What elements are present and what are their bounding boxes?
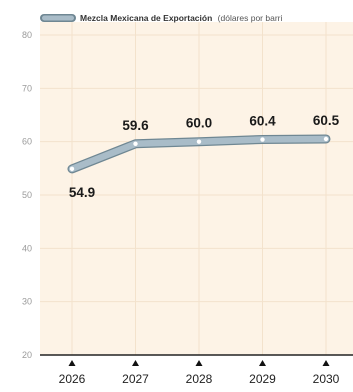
data-point (260, 137, 265, 142)
legend-label: Mezcla Mexicana de Exportación (dólares … (80, 13, 282, 23)
legend: Mezcla Mexicana de Exportación (dólares … (40, 13, 282, 23)
data-point (323, 136, 329, 142)
x-tick-label: 2026 (59, 372, 86, 386)
data-label: 59.6 (122, 118, 149, 133)
x-tick-label: 2028 (186, 372, 213, 386)
x-tick-label: 2027 (122, 372, 149, 386)
data-point (69, 166, 75, 172)
x-tick-label: 2029 (249, 372, 276, 386)
plot-background (40, 22, 353, 355)
x-tick-arrow-icon (68, 360, 76, 366)
x-tick-arrow-icon (259, 360, 266, 366)
data-point (133, 141, 138, 146)
data-label: 60.4 (249, 114, 276, 129)
y-tick-label: 70 (22, 83, 32, 93)
y-tick-label: 40 (22, 243, 32, 253)
legend-swatch-core (42, 15, 74, 21)
y-tick-label: 20 (22, 350, 32, 360)
legend-unit-note: (dólares por barri (218, 13, 283, 23)
gridlines (40, 22, 353, 355)
data-label: 60.0 (186, 116, 212, 131)
x-tick-label: 2030 (313, 372, 340, 386)
data-label: 60.5 (313, 113, 340, 128)
x-tick-arrow-icon (322, 360, 330, 366)
x-axis-ticks: 2026 2027 2028 2029 2030 (59, 360, 340, 386)
data-point (196, 139, 202, 144)
series (67, 134, 331, 174)
legend-series-name: Mezcla Mexicana de Exportación (80, 13, 212, 23)
x-tick-arrow-icon (195, 360, 203, 366)
data-label: 54.9 (69, 185, 95, 200)
y-tick-label: 80 (22, 30, 32, 40)
y-tick-label: 50 (22, 190, 32, 200)
data-labels: 54.9 59.6 60.0 60.4 60.5 (69, 113, 340, 200)
y-tick-label: 30 (22, 297, 32, 307)
y-axis-ticks: 20 30 40 50 60 70 80 (22, 30, 32, 360)
y-tick-label: 60 (22, 137, 32, 147)
x-tick-arrow-icon (132, 360, 139, 366)
